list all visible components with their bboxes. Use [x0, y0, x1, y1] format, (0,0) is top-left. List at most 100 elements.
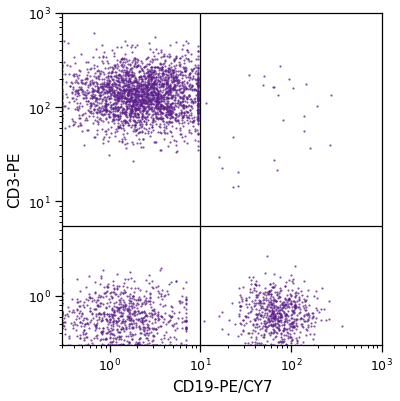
Point	[162, 58, 168, 65]
Point	[268, 301, 274, 308]
Point	[144, 100, 150, 107]
Point	[112, 104, 119, 110]
Point	[249, 330, 255, 337]
Point	[158, 67, 165, 73]
Point	[106, 70, 112, 76]
Point	[145, 81, 152, 87]
Point	[79, 128, 85, 135]
Point	[155, 92, 161, 99]
Point	[183, 314, 190, 320]
Point	[110, 89, 117, 95]
Point	[169, 87, 175, 93]
Point	[104, 81, 110, 87]
Point	[184, 96, 190, 102]
Point	[145, 95, 151, 101]
Point	[151, 332, 158, 339]
Point	[134, 91, 140, 98]
Point	[84, 91, 90, 97]
Point	[118, 138, 125, 145]
Point	[178, 117, 185, 124]
Point	[158, 76, 165, 83]
Point	[138, 89, 145, 95]
Point	[166, 86, 172, 93]
Point	[272, 311, 278, 318]
Point	[150, 299, 156, 306]
Point	[123, 80, 129, 87]
Point	[133, 91, 139, 98]
Point	[141, 114, 148, 121]
Point	[142, 122, 149, 128]
Point	[140, 97, 146, 103]
Point	[91, 74, 97, 80]
Point	[163, 85, 170, 92]
Point	[139, 112, 146, 119]
Point	[141, 115, 148, 122]
Point	[130, 79, 137, 85]
Point	[278, 314, 285, 320]
Point	[172, 85, 179, 91]
Point	[98, 275, 104, 282]
Point	[158, 81, 165, 87]
Point	[84, 127, 90, 134]
Point	[138, 79, 144, 86]
Point	[82, 96, 89, 102]
Point	[307, 145, 314, 152]
Point	[122, 64, 129, 71]
Point	[291, 290, 298, 297]
Point	[120, 78, 127, 84]
Point	[298, 342, 304, 348]
Point	[184, 80, 190, 86]
Point	[121, 88, 128, 94]
Point	[140, 74, 147, 80]
Point	[99, 330, 105, 336]
Point	[303, 311, 309, 318]
Point	[134, 63, 141, 69]
Point	[291, 323, 297, 329]
Point	[252, 328, 258, 334]
Point	[193, 81, 200, 87]
Point	[140, 85, 147, 91]
Point	[288, 272, 294, 279]
Point	[120, 69, 126, 76]
Point	[164, 81, 171, 87]
Point	[146, 126, 152, 132]
Point	[104, 107, 110, 113]
Point	[76, 115, 82, 122]
Point	[94, 118, 100, 125]
Point	[128, 81, 134, 87]
Point	[174, 91, 181, 97]
Point	[115, 318, 121, 325]
Point	[168, 79, 175, 86]
Point	[93, 332, 100, 338]
Point	[120, 122, 127, 129]
Point	[125, 313, 131, 320]
Point	[74, 80, 81, 87]
Point	[285, 308, 292, 314]
Point	[90, 87, 96, 93]
Point	[87, 305, 94, 312]
Point	[195, 101, 202, 108]
Point	[298, 299, 305, 305]
Point	[302, 308, 308, 314]
Point	[70, 325, 76, 331]
Point	[179, 113, 185, 119]
Point	[124, 59, 130, 65]
Point	[195, 111, 202, 118]
Point	[256, 323, 262, 329]
Point	[118, 92, 124, 99]
Point	[252, 278, 259, 284]
Point	[68, 90, 75, 96]
Point	[148, 329, 154, 335]
Point	[140, 65, 147, 71]
Point	[287, 302, 294, 308]
Point	[195, 92, 202, 99]
Point	[156, 109, 163, 115]
Point	[252, 302, 258, 308]
Point	[115, 125, 122, 131]
Point	[132, 108, 138, 115]
Point	[115, 114, 121, 121]
Point	[92, 87, 99, 93]
Point	[153, 122, 159, 128]
Point	[143, 75, 149, 82]
Point	[195, 101, 202, 107]
